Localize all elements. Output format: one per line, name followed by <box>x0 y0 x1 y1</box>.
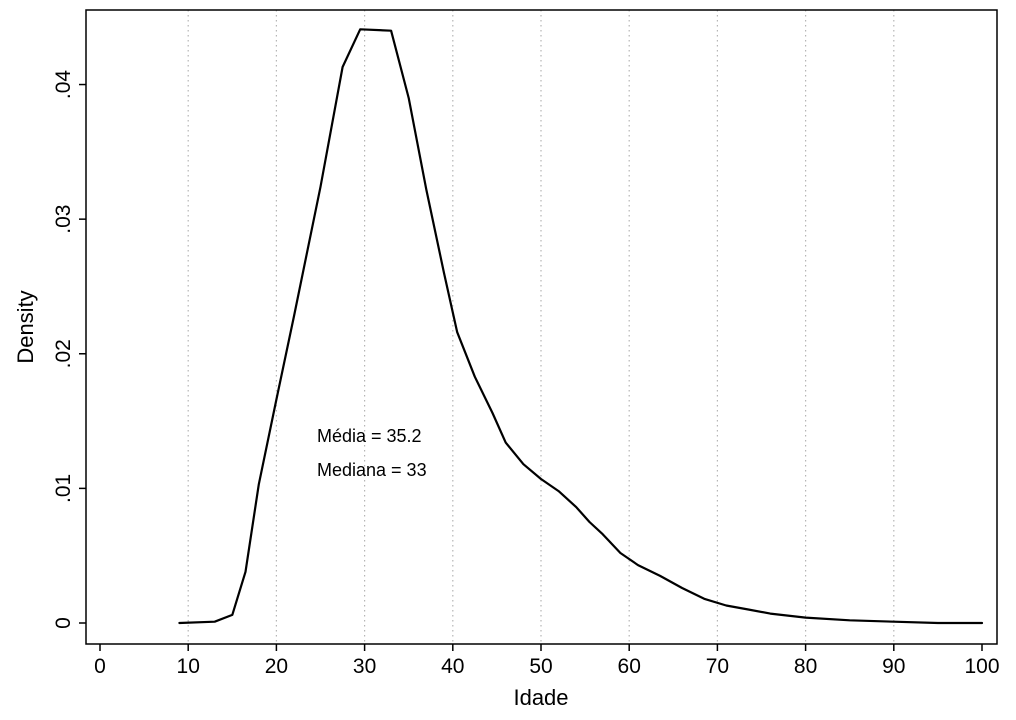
series-layer <box>178 28 984 625</box>
gridlines <box>187 10 895 644</box>
annotation-mediana: Mediana = 33 <box>317 460 427 480</box>
x-tick-label: 80 <box>794 655 817 678</box>
x-tick-label: 30 <box>353 655 376 678</box>
x-tick-label: 60 <box>618 655 641 678</box>
x-tick-label: 20 <box>265 655 288 678</box>
y-axis: 0 .01 .02 .03 .04 <box>52 70 86 629</box>
x-tick-label: 90 <box>882 655 905 678</box>
x-tick-label: 40 <box>441 655 464 678</box>
density-line <box>178 28 984 625</box>
x-axis: 0 10 20 30 40 50 60 70 80 90 100 <box>94 644 1000 678</box>
x-tick-label: 10 <box>177 655 200 678</box>
y-tick-label: .03 <box>52 205 75 234</box>
x-axis-title: Idade <box>513 685 568 710</box>
y-tick-label: 0 <box>52 617 75 629</box>
y-tick-label: .01 <box>52 474 75 503</box>
annotation-media: Média = 35.2 <box>317 426 422 446</box>
x-tick-label: 100 <box>964 655 999 678</box>
y-tick-label: .04 <box>52 70 75 100</box>
x-tick-label: 50 <box>529 655 552 678</box>
x-tick-label: 70 <box>706 655 729 678</box>
x-tick-label: 0 <box>94 655 106 678</box>
y-tick-label: .02 <box>52 339 75 368</box>
y-axis-title: Density <box>13 290 38 363</box>
